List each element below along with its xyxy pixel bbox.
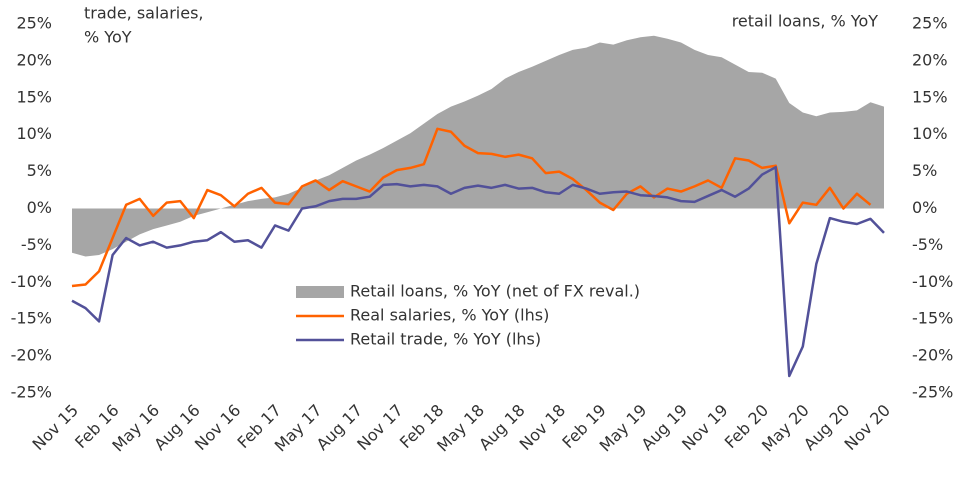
left-axis-label: % YoY	[84, 28, 132, 47]
y-tick-label: 5%	[27, 161, 52, 180]
area	[72, 35, 884, 257]
y-tick-label: -10%	[11, 272, 52, 291]
legend-swatch	[296, 286, 344, 298]
y2-tick-label: 25%	[912, 14, 948, 33]
x-tick-label: Nov 20	[841, 401, 895, 455]
y2-tick-label: 15%	[912, 87, 948, 106]
legend-label: Retail loans, % YoY (net of FX reval.)	[350, 282, 640, 301]
x-tick-label: Nov 18	[516, 401, 570, 455]
x-tick-label: Nov 16	[191, 401, 245, 455]
y2-tick-label: -15%	[912, 309, 953, 328]
x-tick-label: Nov 15	[29, 401, 83, 455]
y2-tick-label: 20%	[912, 50, 948, 69]
y-tick-label: -5%	[21, 235, 52, 254]
y-tick-label: 10%	[16, 124, 52, 143]
y2-tick-label: -25%	[912, 383, 953, 402]
left-axis-label: trade, salaries,	[84, 4, 204, 23]
right-axis-label: retail loans, % YoY	[732, 12, 879, 31]
y2-tick-label: 0%	[912, 198, 937, 217]
y2-tick-label: 10%	[912, 124, 948, 143]
y2-tick-label: -10%	[912, 272, 953, 291]
y2-tick-label: 5%	[912, 161, 937, 180]
line	[71, 127, 872, 288]
y-tick-label: -25%	[11, 383, 52, 402]
y2-tick-label: -5%	[912, 235, 943, 254]
y-tick-label: 20%	[16, 50, 52, 69]
y-tick-label: 25%	[16, 14, 52, 33]
line	[71, 165, 885, 378]
y-tick-label: -20%	[11, 346, 52, 365]
x-tick-label: Nov 19	[678, 401, 732, 455]
x-tick-label: Nov 17	[353, 401, 407, 455]
y-tick-label: 0%	[27, 198, 52, 217]
legend-label: Real salaries, % YoY (lhs)	[350, 306, 549, 325]
y2-tick-label: -20%	[912, 346, 953, 365]
y-tick-label: -15%	[11, 309, 52, 328]
legend-label: Retail trade, % YoY (lhs)	[350, 330, 541, 349]
y-tick-label: 15%	[16, 87, 52, 106]
